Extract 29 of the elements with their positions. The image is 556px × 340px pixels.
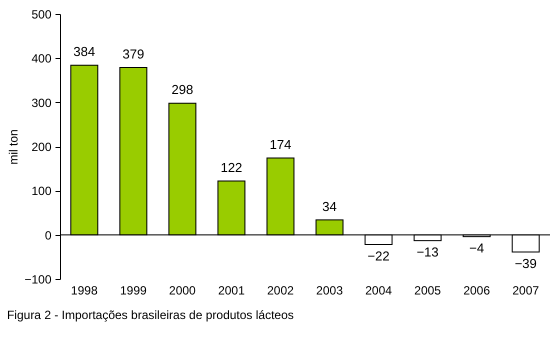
y-tick-label: −100 bbox=[24, 272, 52, 286]
x-tick-label: 1998 bbox=[70, 284, 98, 298]
y-tick-label: 300 bbox=[31, 96, 52, 110]
y-axis-title: mil ton bbox=[6, 129, 20, 165]
text: Figura 2 - Importações brasileiras de produtos lácteos bbox=[6, 308, 294, 322]
y-tick-label: 200 bbox=[31, 140, 52, 154]
x-tick-label: 2006 bbox=[463, 284, 490, 298]
data-label: 122 bbox=[220, 160, 242, 175]
x-tick-label: 2007 bbox=[512, 284, 540, 298]
x-tick-label: 2000 bbox=[169, 284, 196, 298]
data-label: −22 bbox=[368, 248, 390, 264]
data-label: 34 bbox=[322, 198, 337, 214]
x-tick-label: 2002 bbox=[267, 284, 294, 298]
data-label: −39 bbox=[514, 256, 537, 272]
data-label: 298 bbox=[172, 82, 194, 98]
data-label: −4 bbox=[469, 240, 484, 256]
x-tick-label: 1999 bbox=[120, 284, 147, 298]
y-tick-label: 500 bbox=[31, 8, 52, 22]
x-tick-label: 2003 bbox=[316, 284, 344, 298]
y-tick-label: 100 bbox=[31, 184, 52, 198]
y-tick-label: 0 bbox=[44, 228, 52, 242]
x-tick-label: 2005 bbox=[414, 284, 442, 298]
x-tick-label: 2001 bbox=[218, 284, 246, 298]
y-tick-label: 400 bbox=[31, 52, 52, 66]
data-label: −13 bbox=[416, 244, 439, 260]
data-label: 384 bbox=[73, 44, 96, 60]
data-label: 174 bbox=[270, 136, 292, 152]
data-label: 379 bbox=[122, 46, 144, 62]
x-tick-label: 2004 bbox=[365, 284, 392, 298]
